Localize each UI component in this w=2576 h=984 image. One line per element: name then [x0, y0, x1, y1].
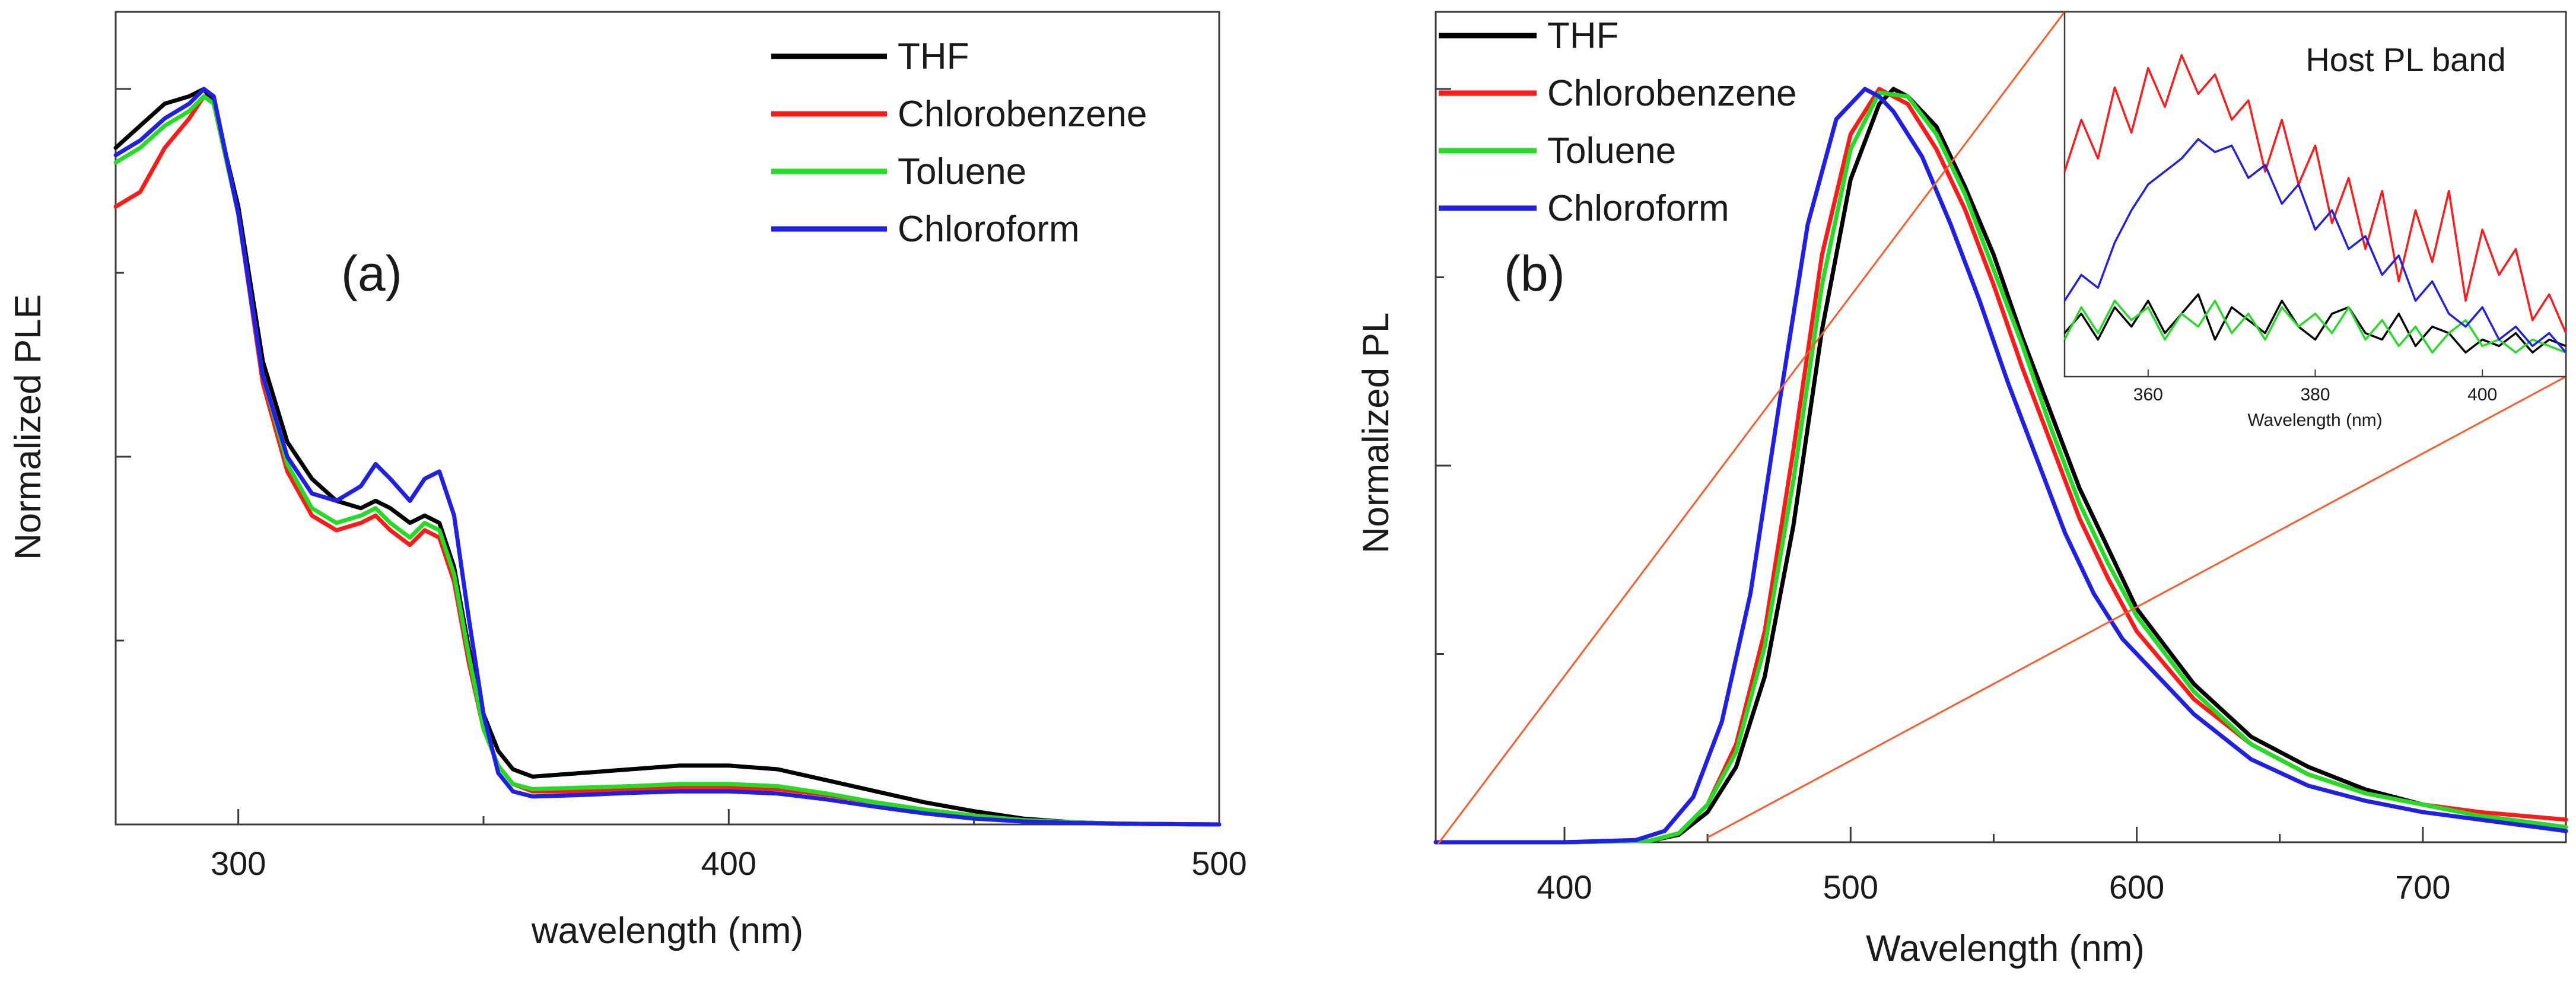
panel-b-legend-label-toluene: Toluene [1547, 130, 1676, 171]
panel-a-series-chlorobenzene [113, 94, 1222, 827]
inset-xtick-label-380: 380 [2300, 385, 2330, 405]
panel-a-xtick-label-300: 300 [211, 845, 266, 882]
inset-background [2065, 12, 2566, 377]
inset-series-chloroform [2063, 138, 2567, 354]
inset-guide-line-lower [1707, 375, 2567, 839]
inset-guide-line-upper [1437, 11, 2066, 845]
inset-xlabel: Wavelength (nm) [2247, 410, 2382, 430]
panel-a-legend-label-chlorobenzene: Chlorobenzene [898, 94, 1147, 135]
panel-b-series-toluene [1433, 90, 2568, 845]
panel-a-xlabel: wavelength (nm) [531, 910, 803, 951]
panel-b-label: (b) [1504, 246, 1565, 301]
inset-zoom-guides [1437, 11, 2567, 845]
panel-a-series-toluene [113, 94, 1222, 827]
panel-a-series-group [113, 87, 1222, 827]
panel-b-frame [1435, 11, 2567, 843]
panel-b-series-chloroform [1433, 87, 2568, 845]
inset-series-toluene [2063, 300, 2567, 354]
inset-xtick-label-360: 360 [2133, 385, 2163, 405]
panel-a-series-chloroform [113, 87, 1222, 827]
inset-series-group [2063, 54, 2567, 354]
inset-title: Host PL band [2305, 41, 2505, 78]
panel-b-xtick-label-700: 700 [2395, 868, 2450, 906]
inset-ticks: 360 380 400 [2133, 370, 2497, 405]
panel-a-ylabel: Normalized PLE [8, 294, 49, 560]
panel-a-legend: THF Chlorobenzene Toluene Chloroform [771, 36, 1147, 250]
panel-a-label: (a) [341, 246, 402, 301]
panel-b-xtick-label-500: 500 [1823, 868, 1878, 906]
panel-b-legend: THF Chlorobenzene Toluene Chloroform [1439, 15, 1797, 229]
panel-a-legend-label-toluene: Toluene [898, 151, 1026, 192]
inset-series-thf [2063, 293, 2567, 354]
panel-a-frame [115, 11, 1220, 826]
panel-b-xtick-label-600: 600 [2109, 868, 2164, 906]
panel-b-xlabel: Wavelength (nm) [1866, 928, 2145, 969]
panel-a-legend-label-chloroform: Chloroform [898, 209, 1080, 250]
panel-a-xtick-label-500: 500 [1191, 845, 1246, 882]
panel-a-ticks: 300 400 500 [116, 88, 1247, 882]
panel-b-legend-label-thf: THF [1547, 15, 1619, 56]
panel-b-ylabel: Normalized PL [1356, 313, 1397, 554]
inset-series-chlorobenzene [2063, 54, 2567, 334]
panel-b-inset: 360 380 400 Host PL band Wavelength (nm) [2063, 11, 2567, 430]
panel-a-plot: 300 400 500 (a) wavelength (nm) Normalized… [8, 11, 1247, 951]
panel-b-legend-label-chloroform: Chloroform [1547, 188, 1729, 229]
panel-b-ticks: 400 500 600 700 [1436, 88, 2451, 906]
panel-b-series-thf [1433, 87, 2568, 845]
panel-b-plot: 400 500 600 700 (b) Wavelength (nm) Normali… [1356, 11, 2568, 969]
panel-b-xtick-label-400: 400 [1537, 868, 1592, 906]
panel-a-legend-label-thf: THF [898, 36, 969, 77]
panel-b-series-group [1433, 87, 2568, 845]
inset-xtick-label-400: 400 [2467, 385, 2497, 405]
panel-b-legend-label-chlorobenzene: Chlorobenzene [1547, 73, 1797, 114]
panel-a-xtick-label-400: 400 [701, 845, 756, 882]
